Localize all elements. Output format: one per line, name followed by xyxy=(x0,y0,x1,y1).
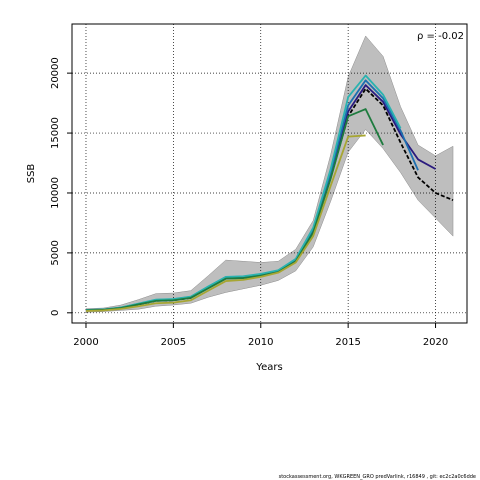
series-line-5 xyxy=(85,108,384,312)
y-tick-label-10000: 10000 xyxy=(50,177,61,209)
series-layer xyxy=(85,74,454,312)
footer-credit: stockassessment.org, WKGREEN_GRO predVar… xyxy=(278,474,476,480)
y-tick-label-15000: 15000 xyxy=(50,117,61,149)
confidence-band xyxy=(85,35,454,313)
plot-frame xyxy=(71,23,468,324)
x-tick-label-2000: 2000 xyxy=(73,337,98,348)
x-tick-label-2005: 2005 xyxy=(161,337,186,348)
y-axis-title: SSB xyxy=(26,164,37,184)
x-axis-title: Years xyxy=(255,362,282,373)
x-tick-label-2010: 2010 xyxy=(248,337,273,348)
x-tick-label-2020: 2020 xyxy=(423,337,448,348)
rho-annotation: ρ = -0.02 xyxy=(417,31,464,42)
axis-layer: 2000 2005 2010 2015 2020 0 5000 10000 15000 20000 xyxy=(50,23,468,348)
x-tick-label-2015: 2015 xyxy=(335,337,360,348)
y-tick-label-5000: 5000 xyxy=(50,240,61,265)
y-tick-label-0: 0 xyxy=(50,310,61,316)
series-line-6 xyxy=(85,134,366,312)
y-tick-label-20000: 20000 xyxy=(50,57,61,89)
confidence-band-layer xyxy=(85,35,454,313)
